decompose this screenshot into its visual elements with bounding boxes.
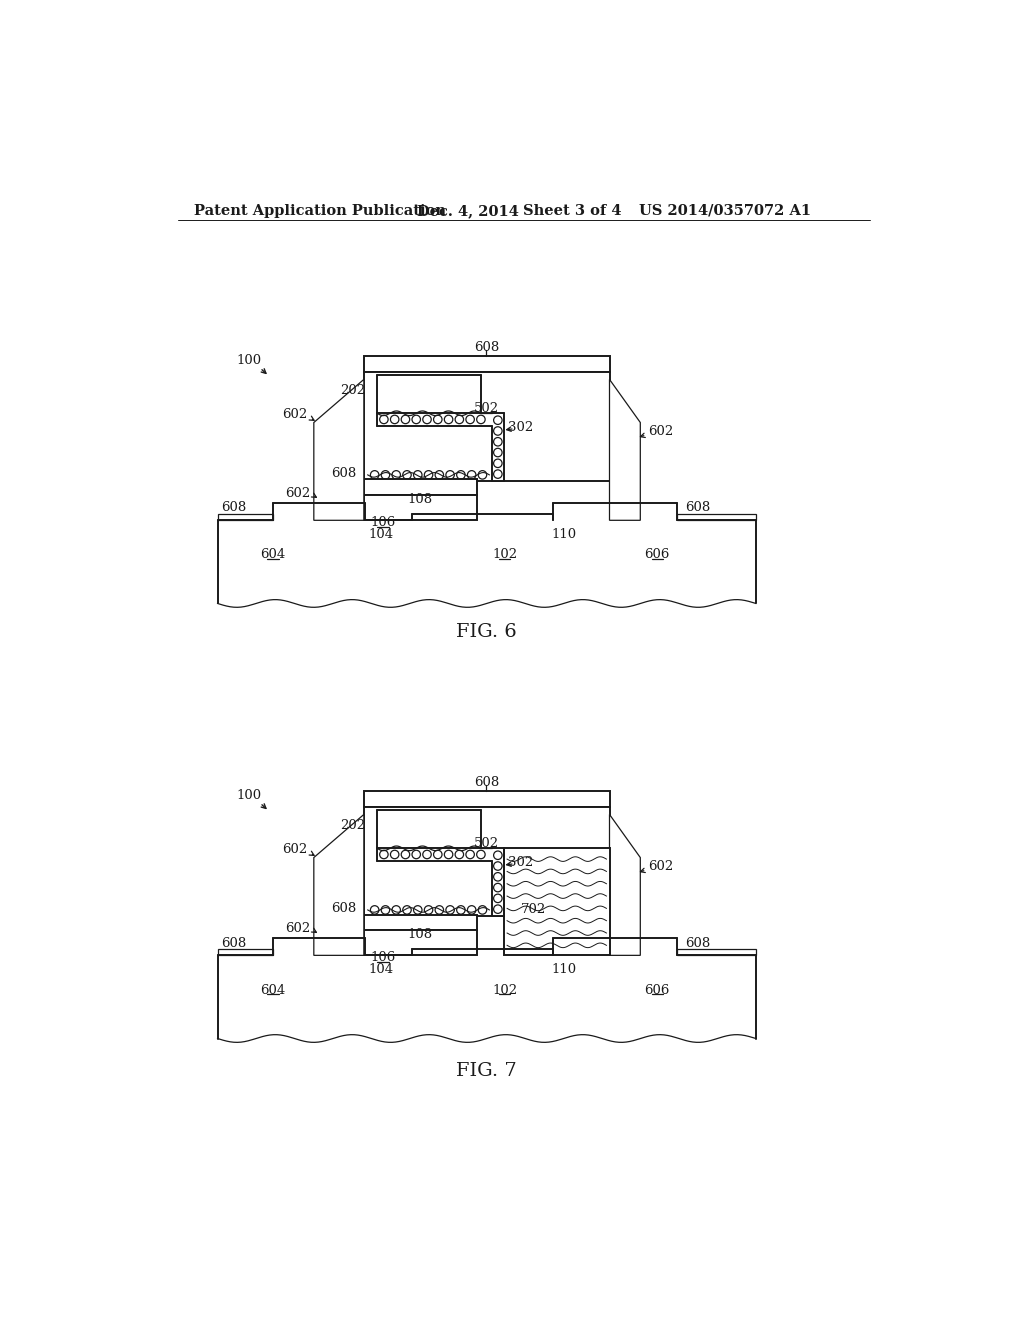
Polygon shape xyxy=(377,413,504,480)
Text: 608: 608 xyxy=(331,467,356,480)
Text: 602: 602 xyxy=(283,843,307,857)
Text: 608: 608 xyxy=(331,902,356,915)
Text: 502: 502 xyxy=(474,403,499,416)
Text: 106: 106 xyxy=(371,516,395,529)
Text: 110: 110 xyxy=(552,528,577,541)
Text: 608: 608 xyxy=(685,936,711,949)
Bar xyxy=(364,915,477,929)
Bar xyxy=(364,479,477,495)
Text: 302: 302 xyxy=(508,855,534,869)
Text: 110: 110 xyxy=(552,962,577,975)
Text: 608: 608 xyxy=(474,776,499,788)
Text: 102: 102 xyxy=(493,548,517,561)
Bar xyxy=(364,929,477,956)
Polygon shape xyxy=(313,379,364,520)
Text: 108: 108 xyxy=(408,492,433,506)
Polygon shape xyxy=(609,814,640,956)
Text: 100: 100 xyxy=(237,788,261,801)
Text: 202: 202 xyxy=(340,818,366,832)
Text: 104: 104 xyxy=(369,528,393,541)
Polygon shape xyxy=(609,379,640,520)
Text: 108: 108 xyxy=(408,928,433,941)
Text: FIG. 6: FIG. 6 xyxy=(456,623,517,642)
Text: 602: 602 xyxy=(285,921,310,935)
Text: 102: 102 xyxy=(493,983,517,997)
Text: 702: 702 xyxy=(521,903,546,916)
Bar xyxy=(677,949,756,956)
Text: 602: 602 xyxy=(648,861,673,874)
Text: 606: 606 xyxy=(644,548,670,561)
Text: 608: 608 xyxy=(221,502,247,515)
Bar xyxy=(504,849,609,956)
Bar xyxy=(364,495,477,520)
Text: 608: 608 xyxy=(221,936,247,949)
Text: 602: 602 xyxy=(648,425,673,438)
Bar xyxy=(364,792,609,807)
Bar xyxy=(377,375,481,413)
Bar xyxy=(364,372,609,480)
Polygon shape xyxy=(217,939,756,1039)
Text: 604: 604 xyxy=(260,983,286,997)
Text: 602: 602 xyxy=(283,408,307,421)
Text: 606: 606 xyxy=(644,983,670,997)
Bar xyxy=(677,515,756,520)
Text: 104: 104 xyxy=(369,962,393,975)
Text: Patent Application Publication: Patent Application Publication xyxy=(194,203,445,218)
Polygon shape xyxy=(377,849,504,916)
Text: US 2014/0357072 A1: US 2014/0357072 A1 xyxy=(639,203,811,218)
Text: 604: 604 xyxy=(260,548,286,561)
Bar xyxy=(377,810,481,849)
Text: 608: 608 xyxy=(474,341,499,354)
Bar xyxy=(217,949,273,956)
Text: 608: 608 xyxy=(685,502,711,515)
Text: Sheet 3 of 4: Sheet 3 of 4 xyxy=(523,203,622,218)
Text: 202: 202 xyxy=(340,384,366,397)
Polygon shape xyxy=(217,503,756,603)
Text: 302: 302 xyxy=(508,421,534,434)
Text: 100: 100 xyxy=(237,354,261,367)
Bar xyxy=(364,807,609,916)
Text: 602: 602 xyxy=(285,487,310,500)
Text: 106: 106 xyxy=(371,952,395,964)
Polygon shape xyxy=(313,814,364,956)
Text: 502: 502 xyxy=(474,837,499,850)
Bar xyxy=(217,515,273,520)
Text: FIG. 7: FIG. 7 xyxy=(456,1061,517,1080)
Text: Dec. 4, 2014: Dec. 4, 2014 xyxy=(417,203,519,218)
Bar xyxy=(364,356,609,372)
